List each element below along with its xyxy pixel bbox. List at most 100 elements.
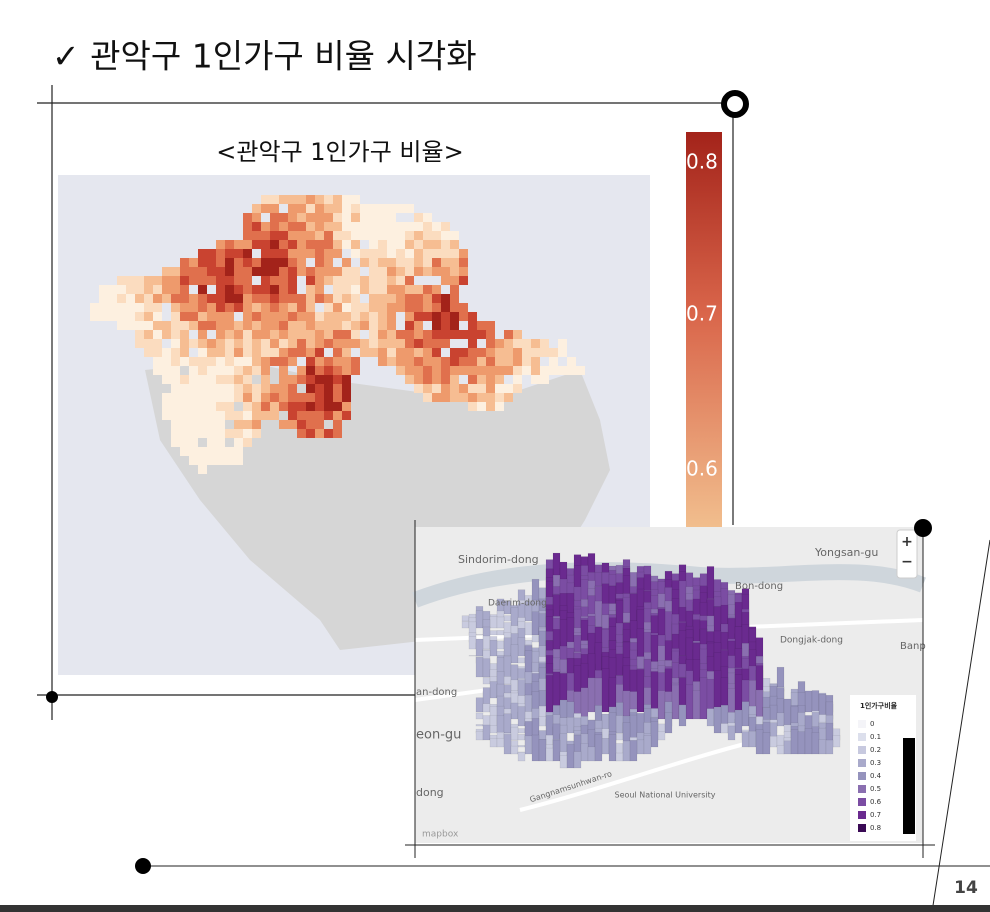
heat-cell: [270, 222, 279, 231]
heat-cell: [261, 366, 270, 375]
heat-cell: [558, 348, 567, 357]
map-label: Yongsan-gu: [814, 546, 878, 559]
heat-cell: [441, 393, 450, 402]
heat-cell: [342, 366, 351, 375]
heat-cell: [171, 294, 180, 303]
heat-cell: [297, 330, 306, 339]
heat-cell: [333, 321, 342, 330]
page-number: 14: [954, 878, 978, 898]
heat-cell: [333, 330, 342, 339]
heat-cell: [306, 249, 315, 258]
heat-cell: [450, 294, 459, 303]
map-bar: [475, 724, 484, 727]
heat-cell: [225, 375, 234, 384]
legend-label: 0.8: [870, 824, 881, 832]
heat-cell: [450, 249, 459, 258]
heat-cell: [459, 303, 468, 312]
heat-cell: [261, 231, 270, 240]
map-bar: [552, 739, 561, 762]
heat-cell: [450, 393, 459, 402]
map-label: Banp: [900, 641, 926, 652]
heat-cell: [333, 348, 342, 357]
map-bar: [594, 734, 603, 762]
heat-cell: [297, 240, 306, 249]
zoom-in[interactable]: +: [901, 534, 913, 550]
heat-cell: [324, 429, 333, 438]
heat-cell: [207, 258, 216, 267]
heat-cell: [198, 420, 207, 429]
heat-cell: [171, 411, 180, 420]
heat-cell: [306, 366, 315, 375]
heat-cell: [288, 285, 297, 294]
heat-cell: [117, 312, 126, 321]
zoom-out[interactable]: −: [901, 554, 913, 570]
heat-cell: [135, 294, 144, 303]
heat-cell: [180, 348, 189, 357]
heat-cell: [144, 348, 153, 357]
map-bar: [657, 731, 666, 741]
legend-swatch: [858, 746, 866, 754]
legend-label: 0.1: [870, 733, 881, 741]
heat-cell: [405, 366, 414, 375]
heat-cell: [189, 456, 198, 465]
heat-cell: [414, 303, 423, 312]
heat-cell: [207, 303, 216, 312]
heat-cell: [351, 195, 360, 204]
heat-cell: [333, 339, 342, 348]
heat-cell: [378, 204, 387, 213]
frame-dot: [721, 90, 749, 118]
heat-cell: [234, 411, 243, 420]
heat-cell: [261, 312, 270, 321]
heat-cell: [99, 303, 108, 312]
heat-cell: [387, 303, 396, 312]
heat-cell: [252, 402, 261, 411]
map-bar: [762, 732, 771, 755]
legend-swatch: [858, 824, 866, 832]
heat-cell: [423, 375, 432, 384]
heat-cell: [324, 204, 333, 213]
heat-cell: [333, 204, 342, 213]
heat-cell: [207, 402, 216, 411]
heat-cell: [288, 231, 297, 240]
heat-cell: [351, 321, 360, 330]
heat-cell: [225, 366, 234, 375]
heat-cell: [441, 366, 450, 375]
heat-cell: [297, 231, 306, 240]
map-bar: [615, 715, 624, 734]
heat-cell: [306, 303, 315, 312]
heat-cell: [180, 411, 189, 420]
heat-cell: [378, 330, 387, 339]
heat-cell: [324, 294, 333, 303]
heat-cell: [495, 375, 504, 384]
map-bar: [475, 657, 484, 678]
heat-cell: [396, 348, 405, 357]
heat-cell: [198, 411, 207, 420]
heat-cell: [315, 420, 324, 429]
heat-cell: [423, 285, 432, 294]
heat-cell: [315, 195, 324, 204]
map-bar: [461, 621, 470, 629]
heat-cell: [450, 258, 459, 267]
heat-cell: [243, 429, 252, 438]
heat-cell: [441, 330, 450, 339]
heat-cell: [315, 258, 324, 267]
heat-cell: [279, 366, 288, 375]
heat-cell: [351, 240, 360, 249]
map-bar: [741, 701, 750, 727]
heat-cell: [333, 357, 342, 366]
heat-cell: [297, 411, 306, 420]
colorbar-tick-label: 0.6: [686, 457, 718, 481]
map-bar: [580, 687, 589, 720]
heat-cell: [495, 357, 504, 366]
heat-cell: [216, 294, 225, 303]
heat-cell: [342, 276, 351, 285]
heat-cell: [189, 339, 198, 348]
heat-cell: [414, 294, 423, 303]
heat-cell: [279, 222, 288, 231]
heat-cell: [261, 375, 270, 384]
heat-cell: [189, 411, 198, 420]
heat-cell: [198, 303, 207, 312]
heat-cell: [180, 330, 189, 339]
heat-cell: [387, 231, 396, 240]
heat-cell: [216, 348, 225, 357]
